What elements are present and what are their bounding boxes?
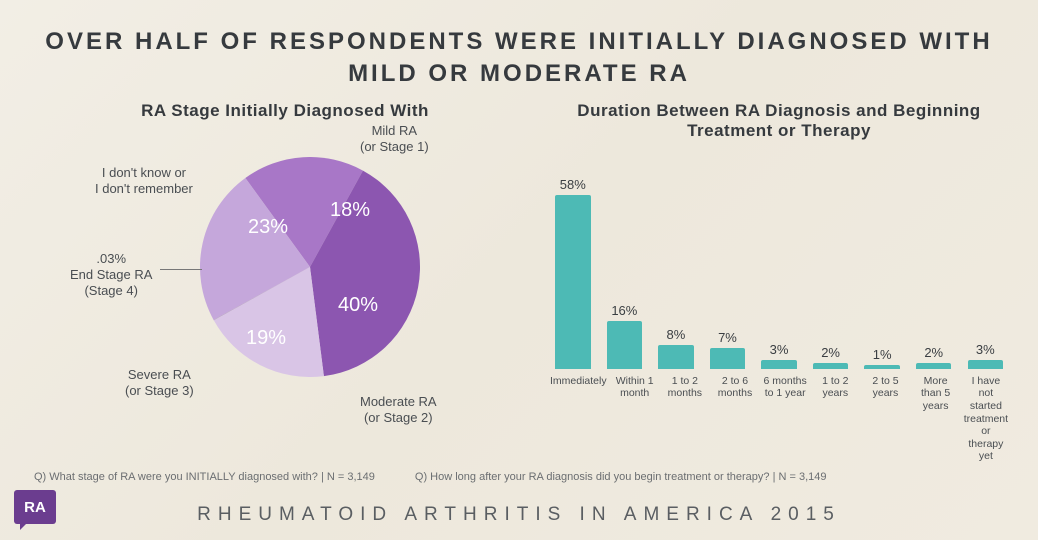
logo-icon: RA [14, 490, 56, 524]
pie-leader-line [160, 269, 202, 270]
footer-text: RHEUMATOID ARTHRITIS IN AMERICA 2015 [0, 504, 1038, 526]
bar-rect [761, 360, 797, 369]
pie-svg [200, 157, 420, 377]
pie-footnote: Q) What stage of RA were you INITIALLY d… [34, 471, 375, 483]
logo: RA [14, 490, 56, 528]
bar-column: 7% [705, 330, 751, 369]
bar-rect [864, 365, 900, 369]
bar-value-label: 58% [560, 177, 586, 192]
bar-value-label: 2% [924, 345, 943, 360]
pie-slice-pct: 19% [246, 327, 286, 350]
bar-rect [968, 360, 1004, 369]
bar-category-label: I have not started treatment or therapy … [964, 375, 1008, 463]
bar-rect [916, 363, 952, 369]
bar-value-label: 8% [667, 327, 686, 342]
pie-slice-label: Moderate RA(or Stage 2) [360, 394, 437, 427]
bar-column: 2% [808, 345, 854, 369]
bar-value-label: 7% [718, 330, 737, 345]
bar-column: 3% [756, 342, 802, 369]
pie-slice-label: I don't know orI don't remember [95, 165, 193, 198]
pie-chart: 18%Mild RA(or Stage 1)40%Moderate RA(or … [30, 129, 540, 429]
bar-column: 58% [550, 177, 596, 369]
footnotes: Q) What stage of RA were you INITIALLY d… [0, 463, 1038, 483]
bar-rect [607, 321, 643, 369]
bar-category-label: 2 to 6 months [713, 375, 757, 463]
bar-column: 8% [653, 327, 699, 369]
bar-footnote: Q) How long after your RA diagnosis did … [415, 471, 827, 483]
bar-value-label: 1% [873, 347, 892, 362]
bar-category-label: More than 5 years [914, 375, 958, 463]
bar-category-label: Immediately [550, 375, 607, 463]
bar-category-label: 1 to 2 years [813, 375, 857, 463]
bar-value-label: 3% [976, 342, 995, 357]
charts-row: RA Stage Initially Diagnosed With 18%Mil… [0, 91, 1038, 463]
pie-title: RA Stage Initially Diagnosed With [30, 101, 540, 121]
bar-column: 3% [963, 342, 1009, 369]
bar-rect [658, 345, 694, 369]
bar-rect [710, 348, 746, 369]
pie-slice-label: Severe RA(or Stage 3) [125, 367, 194, 400]
pie-slice-pct: 18% [330, 199, 370, 222]
pie-slice-label: Mild RA(or Stage 1) [360, 123, 429, 156]
bar-column: 16% [602, 303, 648, 369]
bar-rect [555, 195, 591, 369]
bar-category-label: 6 months to 1 year [763, 375, 807, 463]
bar-category-label: 1 to 2 months [663, 375, 707, 463]
bar-value-label: 16% [611, 303, 637, 318]
pie-slice-pct: 23% [248, 216, 288, 239]
bar-category-label: 2 to 5 years [863, 375, 907, 463]
pie-panel: RA Stage Initially Diagnosed With 18%Mil… [30, 101, 540, 463]
bar-column: 1% [859, 347, 905, 369]
bar-value-label: 3% [770, 342, 789, 357]
pie-slice-label: .03%End Stage RA(Stage 4) [70, 251, 152, 300]
bar-panel: Duration Between RA Diagnosis and Beginn… [550, 101, 1008, 463]
bar-category-label: Within 1 month [613, 375, 657, 463]
bar-column: 2% [911, 345, 957, 369]
pie-slice-pct: 40% [338, 294, 378, 317]
bar-value-label: 2% [821, 345, 840, 360]
bar-rect [813, 363, 849, 369]
main-title: OVER HALF OF RESPONDENTS WERE INITIALLY … [0, 0, 1038, 91]
bar-chart: 58% 16% 8% 7% 3% 2% 1% 2% 3% [550, 149, 1008, 369]
bar-labels: ImmediatelyWithin 1 month1 to 2 months2 … [550, 369, 1008, 463]
bar-title: Duration Between RA Diagnosis and Beginn… [550, 101, 1008, 141]
